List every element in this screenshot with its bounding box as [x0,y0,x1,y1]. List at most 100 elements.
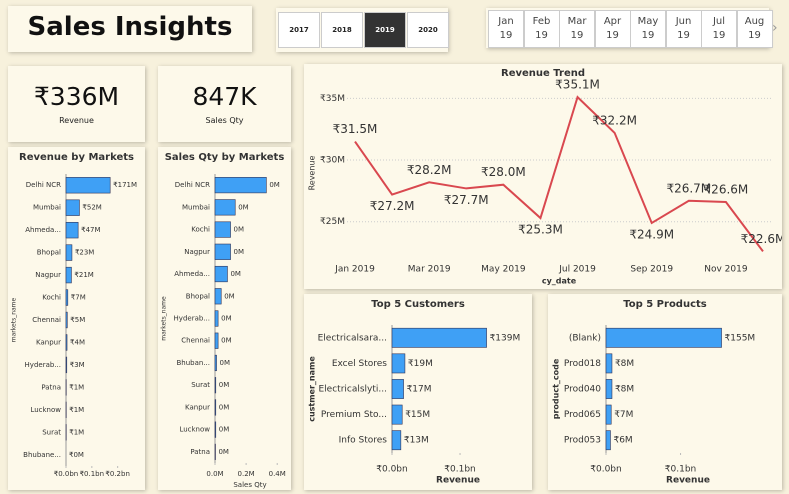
month-button[interactable]: May 19 [630,10,666,48]
bar [605,430,611,451]
month-button[interactable]: Aug 19 [736,10,773,48]
bar [214,421,217,438]
value-label: ₹21M [74,271,93,279]
month-button[interactable]: Jan 19 [488,10,524,48]
category-label: Nagpur [184,248,210,256]
chart: Revenue Trend ₹25M ₹30M ₹35M Jan 2019 Mar 201… [308,68,783,286]
chart-panel: Revenue by Markets ₹0.0bn ₹0.1bn ₹0.2bn mark… [8,147,145,490]
category-label: Nagpur [35,271,61,279]
value-label: 0M [219,426,230,434]
category-label: Bhuban... [176,359,210,367]
value-label: 0M [224,292,235,300]
value-label: ₹3M [70,361,85,369]
value-label: 0M [230,270,241,278]
chart-title: Revenue Trend [501,68,585,79]
x-tick-label: May 2019 [481,265,526,275]
value-label: 0M [221,315,232,323]
category-label: Premium Sto... [321,410,387,420]
month-button[interactable]: Apr 19 [594,10,631,48]
chart-title: Revenue by Markets [19,152,134,163]
x-tick-label: Sep 2019 [630,265,673,275]
value-label: ₹7M [614,410,633,420]
category-label: Mumbai [182,203,210,211]
bar [605,353,613,374]
bar [214,310,219,327]
chart-panel: Sales Qty by Markets 0.0M 0.2M 0.4M Sales Qt… [158,147,291,490]
month-year: 19 [748,30,761,41]
bar [65,244,73,261]
year-button[interactable]: 2019 [364,12,406,48]
category-label: Mumbai [33,204,61,212]
chart-panel: Top 5 Customers ₹0.0bn ₹0.1bn Revenue custme… [304,294,532,490]
bar [214,354,217,372]
month-button[interactable]: Mar 19 [559,10,595,48]
month-slicer: Jan 19 Feb 19 Mar 19 Apr 19 May 19 Jun 19 Jul 19 Aug 19 [486,8,773,48]
bar [391,404,403,425]
category-label: Kochi [42,294,61,302]
category-label: Delhi NCR [26,181,61,189]
category-label: Surat [191,381,210,389]
month-button[interactable]: Feb 19 [523,10,560,48]
x-tick-label: Jul 2019 [558,265,596,275]
value-label: 0M [220,359,231,367]
y-axis-title: custmer_name [308,356,317,422]
x-axis-title: Sales Qty [233,481,266,489]
category-label: Chennai [181,337,210,345]
title-card: Sales Insights [8,6,252,52]
y-tick-label: ₹30M [320,156,345,166]
value-label: ₹31.5M [333,122,378,136]
year-button[interactable]: 2020 [407,12,449,48]
chart-title: Top 5 Products [623,299,707,310]
dashboard-title: Sales Insights [27,12,233,42]
month-year: 19 [712,30,726,41]
month-name: Jul [712,16,726,27]
y-axis-title: markets_name [161,296,168,341]
value-label: ₹27.7M [444,193,489,207]
bar [65,356,68,374]
category-label: Bhubane... [23,451,61,459]
category-label: Kochi [191,226,210,234]
category-label: Ahmeda... [174,270,210,278]
bar [605,404,612,425]
value-label: ₹28.0M [481,165,526,179]
kpi-label: Sales Qty [205,116,244,125]
year-button[interactable]: 2017 [278,12,320,48]
category-label: Kanpur [36,338,61,346]
bar [391,353,406,374]
y-tick-label: ₹35M [320,94,345,104]
category-label: Patna [41,383,61,391]
month-year: 19 [677,30,690,41]
value-label: ₹13M [404,436,429,446]
month-year: 19 [641,30,655,41]
value-label: ₹25.3M [518,223,563,237]
value-label: ₹155M [725,333,756,343]
value-label: ₹17M [407,385,432,395]
value-label: ₹27.2M [370,199,415,213]
bar [391,430,402,451]
bar [214,199,236,216]
x-tick-label: ₹0.1bn [665,465,696,475]
category-label: Surat [42,428,61,436]
value-label: ₹1M [69,428,84,436]
month-button[interactable]: Jul 19 [701,10,737,48]
x-axis-title: Revenue [666,476,710,486]
month-button[interactable]: Jun 19 [665,10,702,48]
bar [65,177,111,194]
kpi-value: 847K [192,82,257,111]
month-year: 19 [570,30,584,41]
kpi-label: Revenue [59,116,94,125]
x-tick-label: Mar 2019 [408,265,451,275]
value-label: ₹47M [81,226,100,234]
category-label: Patna [190,448,210,456]
category-label: Electricalsara... [318,333,387,343]
year-button[interactable]: 2018 [321,12,363,48]
scroll-arrow[interactable]: › [772,20,778,36]
x-tick-label: ₹0.0bn [54,470,78,478]
x-axis-title: cy_date [542,277,577,286]
y-axis-title: Revenue [308,156,317,191]
chart-title: Sales Qty by Markets [165,152,285,163]
bar [65,266,72,284]
y-axis-title: product_code [552,358,561,419]
value-label: ₹26.6M [704,183,749,197]
